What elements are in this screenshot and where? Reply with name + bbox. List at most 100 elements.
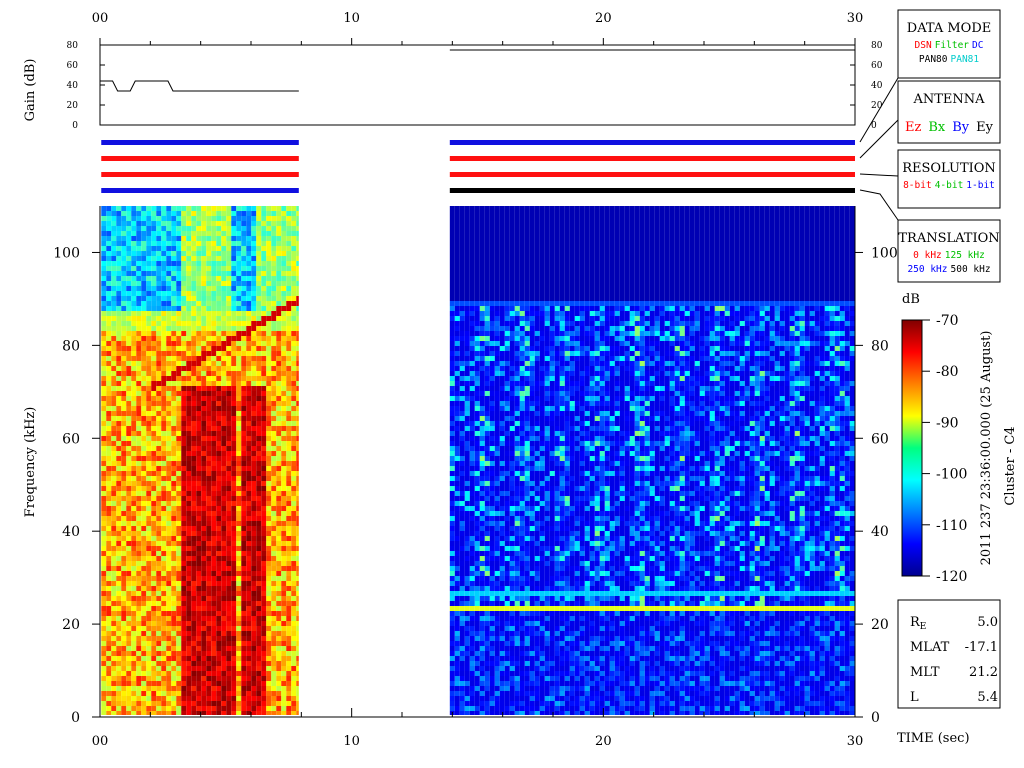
- spectrogram-pixel: [236, 511, 242, 516]
- spectrogram-pixel: [201, 706, 207, 711]
- spectrogram-pixel: [211, 451, 217, 456]
- spectrogram-pixel: [181, 626, 187, 631]
- spectrogram-pixel: [121, 666, 127, 671]
- spectrogram-pixel: [181, 476, 187, 481]
- spectrogram-pixel: [186, 666, 192, 671]
- spectrogram-pixel: [281, 651, 287, 656]
- spectrogram-pixel: [141, 266, 147, 271]
- spectrogram-pixel: [469, 551, 475, 556]
- spectrogram-pixel: [261, 546, 267, 551]
- spectrogram-pixel: [479, 501, 485, 506]
- spectrogram-pixel: [474, 621, 480, 626]
- spectrogram-pixel: [131, 481, 137, 486]
- spectrogram-pixel: [126, 286, 132, 291]
- spectrogram-pixel: [181, 486, 187, 491]
- spectrogram-pixel: [236, 476, 242, 481]
- spectrogram-pixel: [291, 476, 297, 481]
- spectrogram-pixel: [186, 451, 192, 456]
- spectrogram-pixel: [201, 421, 207, 426]
- spectrogram-pixel: [146, 501, 152, 506]
- spectrogram-pixel: [181, 631, 187, 636]
- spectrogram-pixel: [171, 701, 177, 706]
- spectrogram-pixel: [276, 681, 282, 686]
- spectrogram-pixel: [231, 206, 237, 211]
- spectrogram-pixel: [266, 311, 272, 316]
- spectrogram-pixel: [191, 526, 197, 531]
- spectrogram-pixel: [231, 481, 237, 486]
- spectrogram-pixel: [201, 531, 207, 536]
- spectrogram-pixel: [196, 581, 202, 586]
- spectrogram-pixel: [296, 261, 299, 266]
- spectrogram-pixel: [291, 441, 297, 446]
- spectrogram-pixel: [236, 501, 242, 506]
- spectrogram-pixel: [226, 381, 232, 386]
- spectrogram-pixel: [166, 256, 172, 261]
- spectrogram-pixel: [459, 671, 465, 676]
- spectrogram-pixel: [469, 326, 475, 331]
- spectrogram-pixel: [171, 221, 177, 226]
- spectrogram-pixel: [276, 516, 282, 521]
- spectrogram-pixel: [454, 416, 460, 421]
- spectrogram-pixel: [286, 561, 292, 566]
- spectrogram-pixel: [261, 336, 267, 341]
- spectrogram-pixel: [276, 571, 282, 576]
- spectrogram-pixel: [261, 596, 267, 601]
- spectrogram-pixel: [156, 351, 162, 356]
- spectrogram-pixel: [236, 616, 242, 621]
- spectrogram-pixel: [191, 386, 197, 391]
- spectrogram-pixel: [196, 666, 202, 671]
- spectrogram-pixel: [201, 391, 207, 396]
- spectrogram-pixel: [216, 681, 222, 686]
- spectrogram-pixel: [171, 206, 177, 211]
- spectrogram-pixel: [136, 386, 142, 391]
- spectrogram-pixel: [191, 681, 197, 686]
- spectrogram-pixel: [291, 626, 297, 631]
- spectrogram-pixel: [286, 416, 292, 421]
- spectrogram-pixel: [271, 436, 277, 441]
- spectrogram-pixel: [449, 396, 455, 401]
- spectrogram-pixel: [216, 691, 222, 696]
- spectrogram-pixel: [469, 306, 475, 311]
- spectrogram-pixel: [101, 486, 107, 491]
- spectrogram-pixel: [211, 691, 217, 696]
- spectrogram-pixel: [106, 571, 112, 576]
- spectrogram-pixel: [111, 356, 117, 361]
- spectrogram-pixel: [489, 581, 495, 586]
- spectrogram-pixel: [176, 666, 182, 671]
- spectrogram-pixel: [136, 306, 142, 311]
- spectrogram-pixel: [146, 536, 152, 541]
- spectrogram-pixel: [111, 561, 117, 566]
- spectrogram-pixel: [474, 426, 480, 431]
- spectrogram-pixel: [226, 241, 232, 246]
- spectrogram-pixel: [136, 691, 142, 696]
- spectrogram-pixel: [211, 266, 217, 271]
- spectrogram-pixel: [231, 601, 237, 606]
- spectrogram-pixel: [176, 626, 182, 631]
- spectrogram-pixel: [111, 251, 117, 256]
- spectrogram-pixel: [281, 206, 287, 211]
- spectrogram-pixel: [449, 596, 455, 601]
- spectrogram-pixel: [101, 246, 107, 251]
- spectrogram-pixel: [151, 556, 157, 561]
- spectrogram-pixel: [206, 566, 212, 571]
- spectrogram-pixel: [464, 286, 470, 291]
- spectrogram-pixel: [489, 611, 495, 616]
- spectrogram-pixel: [161, 456, 167, 461]
- spectrogram-pixel: [151, 271, 157, 276]
- spectrogram-pixel: [221, 641, 227, 646]
- spectrogram-pixel: [251, 601, 257, 606]
- spectrogram-pixel: [156, 511, 162, 516]
- spectrogram-pixel: [211, 381, 217, 386]
- spectrogram-pixel: [206, 456, 212, 461]
- spectrogram-pixel: [479, 416, 485, 421]
- spectrogram-pixel: [296, 581, 299, 586]
- spectrogram-pixel: [196, 606, 202, 611]
- spectrogram-pixel: [176, 291, 182, 296]
- spectrogram-pixel: [256, 631, 262, 636]
- spectrogram-pixel: [221, 321, 227, 326]
- spectrogram-pixel: [479, 711, 485, 715]
- spectrogram-pixel: [146, 546, 152, 551]
- spectrogram-pixel: [474, 706, 480, 711]
- spectrogram-pixel: [296, 626, 299, 631]
- spectrogram-pixel: [464, 351, 470, 356]
